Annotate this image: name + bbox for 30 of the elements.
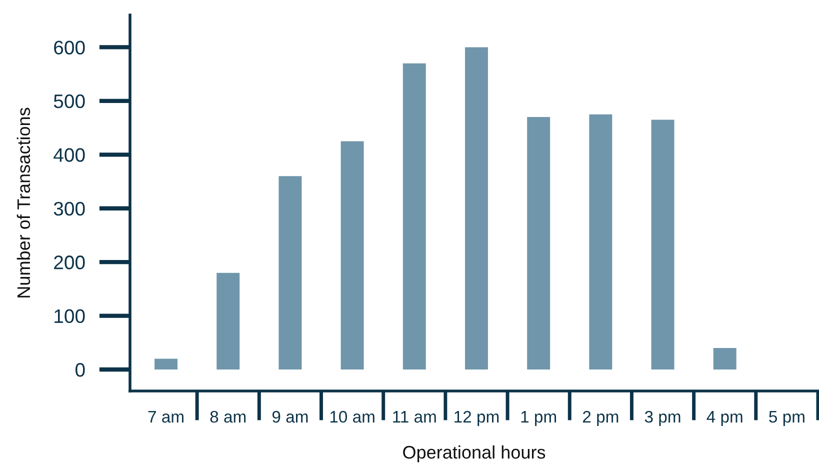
bar (651, 120, 674, 370)
x-tick-label: 5 pm (769, 411, 804, 426)
y-tick-label: 300 (54, 202, 85, 216)
bar (278, 176, 302, 370)
x-tick-label: 3 pm (644, 410, 680, 426)
bar (216, 272, 240, 370)
x-tick-label: 2 pm (582, 410, 618, 426)
y-tick-label: 500 (54, 94, 85, 108)
x-tick-label: 4 pm (706, 411, 742, 426)
y-tick-label: 400 (54, 148, 85, 162)
bar (340, 141, 364, 370)
x-tick-label: 9 am (272, 410, 308, 423)
bar (589, 114, 612, 370)
y-tick-label: 0 (76, 362, 85, 377)
bar (713, 348, 736, 370)
bar (464, 47, 488, 370)
x-tick-label: 1 pm (521, 411, 556, 426)
y-tick-label: 200 (54, 256, 85, 270)
y-tick-label: 600 (54, 40, 85, 54)
y-axis-title: Number of Transactions (16, 108, 30, 298)
bar (402, 63, 426, 370)
x-tick-label: 12 pm (454, 410, 499, 426)
bar (154, 358, 178, 370)
x-axis-title: Operational hours (403, 445, 546, 462)
x-tick-label: 7 am (148, 411, 184, 423)
y-tick-label: 100 (54, 309, 85, 324)
x-tick-label: 10 am (330, 410, 374, 423)
bar (527, 117, 550, 370)
x-tick-label: 11 am (393, 411, 436, 423)
x-tick-label: 8 am (210, 410, 246, 423)
